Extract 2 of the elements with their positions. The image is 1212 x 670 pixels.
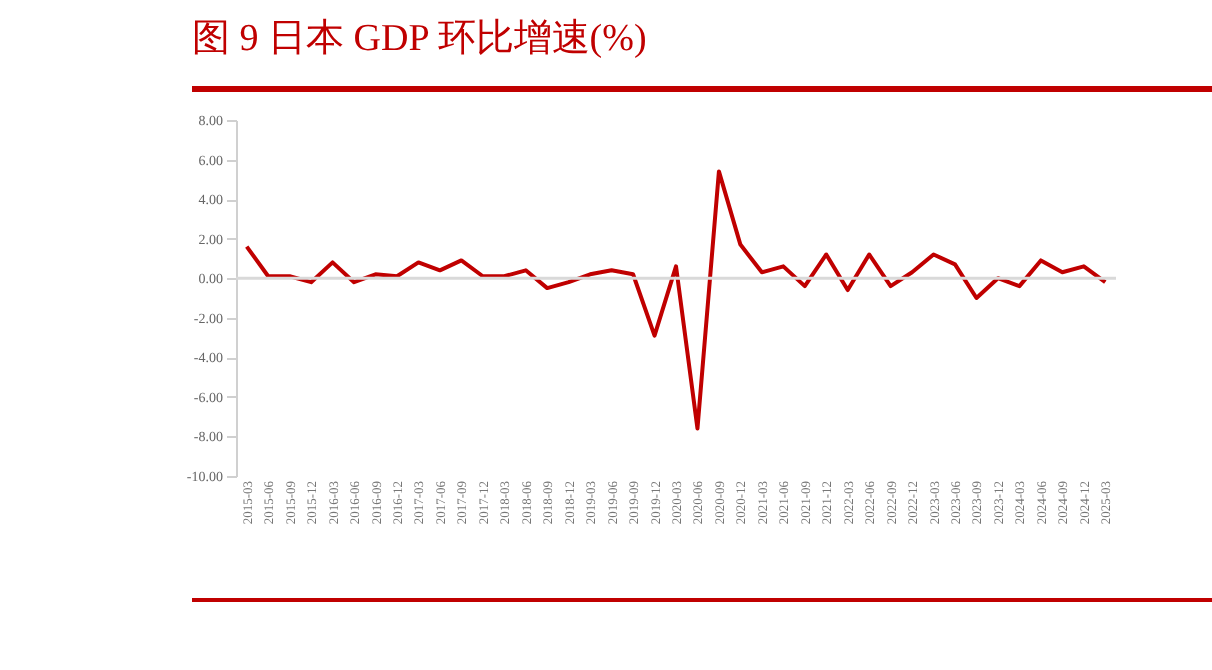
- chart-title: 图 9 日本 GDP 环比增速(%): [192, 16, 647, 64]
- line-series: [244, 169, 1108, 431]
